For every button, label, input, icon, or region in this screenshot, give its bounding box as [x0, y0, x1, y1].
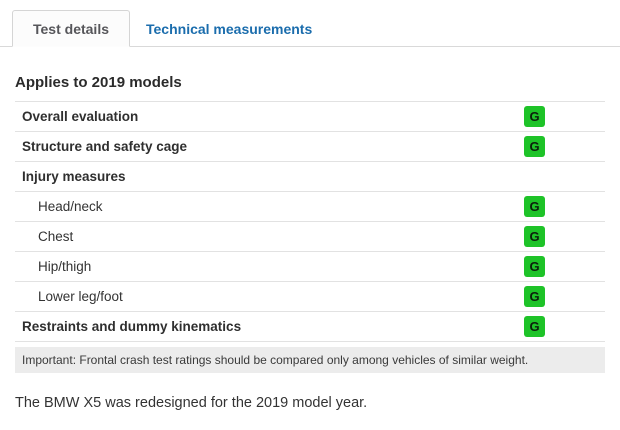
row-label: Chest	[38, 229, 74, 244]
rating-cell: G	[524, 286, 605, 307]
rating-badge: G	[524, 286, 545, 307]
rating-badge: G	[524, 256, 545, 277]
rating-cell: G	[524, 316, 605, 337]
row-label: Head/neck	[38, 199, 103, 214]
rating-cell: G	[524, 226, 605, 247]
table-row: Head/neck G	[15, 191, 605, 221]
tab-bar: Test details Technical measurements	[0, 10, 620, 47]
test-details-page: Test details Technical measurements Appl…	[0, 10, 620, 430]
row-label: Overall evaluation	[22, 109, 139, 124]
row-label: Restraints and dummy kinematics	[22, 319, 242, 334]
applies-to-heading: Applies to 2019 models	[15, 74, 182, 91]
table-row: Hip/thigh G	[15, 251, 605, 281]
row-label: Hip/thigh	[38, 259, 92, 274]
important-note: Important: Frontal crash test ratings sh…	[15, 347, 605, 373]
rating-cell: G	[524, 106, 605, 127]
rating-badge: G	[524, 316, 545, 337]
table-row: Chest G	[15, 221, 605, 251]
redesign-note: The BMW X5 was redesigned for the 2019 m…	[15, 395, 368, 411]
table-row: Overall evaluation G	[15, 101, 605, 131]
tab-test-details[interactable]: Test details	[12, 10, 130, 47]
rating-badge: G	[524, 196, 545, 217]
row-label: Injury measures	[22, 169, 126, 184]
rating-badge: G	[524, 136, 545, 157]
table-row: Structure and safety cage G	[15, 131, 605, 161]
row-label: Structure and safety cage	[22, 139, 188, 154]
rating-badge: G	[524, 106, 545, 127]
table-row: Restraints and dummy kinematics G	[15, 311, 605, 341]
ratings-table: Overall evaluation G Structure and safet…	[15, 101, 605, 342]
rating-cell: G	[524, 256, 605, 277]
rating-cell: G	[524, 136, 605, 157]
table-row: Injury measures	[15, 161, 605, 191]
rating-cell: G	[524, 196, 605, 217]
tab-technical-measurements[interactable]: Technical measurements	[146, 21, 313, 37]
row-label: Lower leg/foot	[38, 289, 123, 304]
table-row: Lower leg/foot G	[15, 281, 605, 311]
rating-badge: G	[524, 226, 545, 247]
